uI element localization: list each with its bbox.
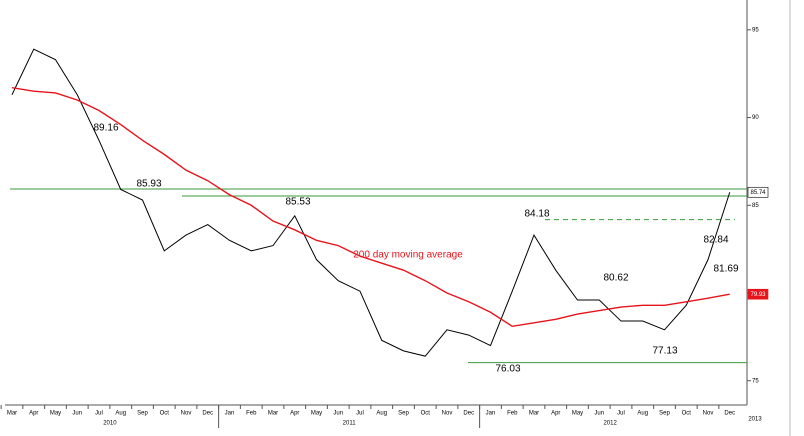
x-tick-label: Feb [507, 411, 518, 417]
x-tick-label: Oct [421, 411, 431, 417]
x-tick-label: Nov [703, 411, 714, 417]
y-tick-label: 85 [752, 203, 759, 209]
x-tick-label: Apr [290, 411, 299, 417]
x-tick-label: May [311, 411, 322, 417]
annotation: 76.03 [495, 364, 520, 375]
annotation: 80.62 [603, 273, 628, 284]
annotation: 84.18 [524, 209, 549, 220]
x-tick-label: Aug [637, 411, 648, 417]
x-tick-label: Sep [398, 411, 409, 417]
series-label: 200 day moving average [353, 250, 463, 261]
year-label: 2012 [603, 421, 617, 427]
x-tick-label: Jun [72, 411, 82, 417]
year-label: 2010 [103, 421, 117, 427]
annotation: 85.53 [285, 197, 310, 208]
x-tick-label: May [50, 411, 61, 417]
x-tick-label: Mar [529, 411, 539, 417]
x-tick-label: Oct [682, 411, 692, 417]
last-value-box [747, 288, 769, 300]
x-tick-label: Sep [137, 411, 148, 417]
x-tick-label: Mar [7, 411, 17, 417]
last-value-label: 85.74 [750, 190, 766, 196]
x-tick-label: Dec [724, 411, 735, 417]
y-tick-label: 75 [752, 378, 759, 384]
x-tick-label: Mar [268, 411, 278, 417]
last-value-label: 79.93 [750, 292, 766, 298]
x-tick-label: Jul [617, 411, 625, 417]
last-value-box [747, 186, 769, 198]
x-tick-label: Jun [594, 411, 604, 417]
annotation: 77.13 [652, 346, 677, 357]
annotation: 81.69 [713, 264, 738, 275]
y-tick-label: 95 [752, 27, 759, 33]
y-tick-label: 90 [752, 115, 759, 121]
year-label: 2013 [748, 417, 762, 423]
x-tick-label: Aug [115, 411, 126, 417]
annotation: 89.16 [93, 123, 118, 134]
x-tick-label: Sep [659, 411, 670, 417]
x-tick-label: Apr [29, 411, 38, 417]
x-tick-label: Feb [246, 411, 257, 417]
x-tick-label: Dec [202, 411, 213, 417]
x-tick-label: Jun [333, 411, 343, 417]
annotation: 85.93 [136, 179, 161, 190]
x-tick-label: Dec [463, 411, 474, 417]
x-tick-label: May [572, 411, 583, 417]
x-tick-label: Jan [486, 411, 496, 417]
x-tick-label: Oct [160, 411, 170, 417]
x-tick-label: Jul [356, 411, 364, 417]
series-line [11, 48, 731, 357]
annotation: 82.84 [703, 235, 728, 246]
year-label: 2011 [343, 421, 357, 427]
x-tick-label: Nov [442, 411, 453, 417]
x-tick-label: Jan [225, 411, 235, 417]
x-tick-label: Apr [551, 411, 560, 417]
x-tick-label: Aug [376, 411, 387, 417]
series-line [11, 87, 730, 328]
x-tick-label: Jul [95, 411, 103, 417]
x-tick-label: Nov [181, 411, 192, 417]
